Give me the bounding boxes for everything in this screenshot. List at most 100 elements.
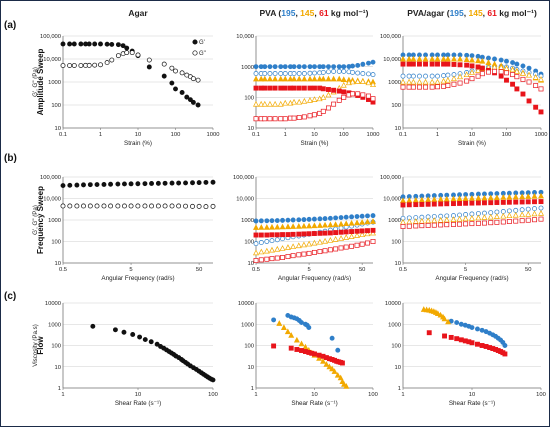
data-point [258,232,264,238]
data-point [333,246,339,252]
data-point [338,235,345,241]
data-point [203,179,209,185]
data-point [169,203,175,209]
data-point [263,247,270,254]
data-point [500,219,506,225]
data-point [128,203,134,209]
data-point [306,97,313,103]
data-point [285,232,291,238]
data-point [307,70,313,76]
data-point [301,231,307,237]
data-point [296,85,302,91]
data-point [441,83,447,89]
data-point [306,231,312,237]
data-point [338,229,344,235]
data-point [271,343,277,349]
data-point [184,94,190,100]
data-point [429,78,436,85]
data-point [343,383,350,389]
series-61 G' [253,227,376,238]
data-point [316,75,323,82]
data-point [311,96,318,102]
data-point [274,218,280,224]
data-point [431,222,437,228]
data-point [282,64,288,70]
y-tick-label: 100 [244,96,254,102]
data-point [519,69,526,76]
panel-pvaagar-frequency: 10 100 1000 10,000 100,000 0.5 5 50 Angular Freq… [380,175,544,282]
data-point [322,221,329,228]
x-tick-label: 1 [99,132,102,138]
row-letter: (b) [4,153,17,164]
data-point [288,345,294,351]
panel-pvaagar-flow: 1 10 100 1000 10000 1 10 100 Shear Rate (s⁻¹) [385,301,546,407]
data-point [365,240,370,246]
data-point [525,210,532,217]
data-point [290,243,297,250]
legend-label-g2: G" [199,51,206,57]
data-point [277,75,284,82]
y-tick-label: 100 [51,344,61,350]
data-point [431,217,438,223]
data-point [360,71,366,76]
x-axis-label: Strain (%) [124,140,152,147]
data-point [417,84,422,90]
data-point [333,230,339,236]
column-header-part: 61 [487,8,497,18]
y-tick-label: 10,000 [383,57,401,63]
data-point [445,72,451,78]
data-point [320,69,326,75]
x-tick-label: 10 [135,132,141,138]
data-point [370,227,376,233]
data-point [410,55,417,62]
data-point [176,180,182,186]
y-tick-label: 1000 [48,218,61,224]
data-point [258,75,265,82]
x-axis-label: Strain (%) [301,140,329,147]
data-point [341,68,347,74]
data-point [280,324,287,330]
data-point [462,195,469,201]
data-point [526,65,532,71]
data-point [317,249,323,255]
x-tick-label: 100 [208,392,218,398]
data-point [326,69,331,75]
data-point [469,63,475,69]
data-point [296,64,302,70]
data-point [400,55,406,62]
data-point [475,57,482,64]
data-point [502,351,508,357]
y-tick-label: 10 [248,365,254,371]
data-point [291,71,297,76]
data-point [354,228,360,234]
x-tick-label: 1 [61,392,64,398]
data-point [463,221,469,227]
data-point [262,85,268,91]
series-61 G" [400,68,544,92]
data-point [258,218,264,224]
data-point [510,60,516,66]
data-point [509,66,516,73]
x-axis-label: Shear Rate (s⁻¹) [115,400,161,407]
data-point [262,116,268,122]
data-point [331,101,337,107]
y-tick-label: 10,000 [43,197,61,203]
data-point [475,64,481,70]
data-point [349,243,355,249]
y-tick-label: 10 [395,365,401,371]
series-61 G" [253,91,376,122]
data-point [322,237,329,244]
data-point [122,203,127,209]
data-point [514,61,520,67]
data-point [104,41,110,47]
data-point [479,71,485,77]
data-point [94,182,100,188]
data-point [92,41,98,47]
data-point [520,91,526,97]
data-point [457,55,464,62]
data-point [532,217,537,223]
y-tick-label: 10000 [385,301,401,307]
data-point [262,64,268,70]
data-point [173,68,178,74]
y-tick-label: 1000 [241,218,254,224]
